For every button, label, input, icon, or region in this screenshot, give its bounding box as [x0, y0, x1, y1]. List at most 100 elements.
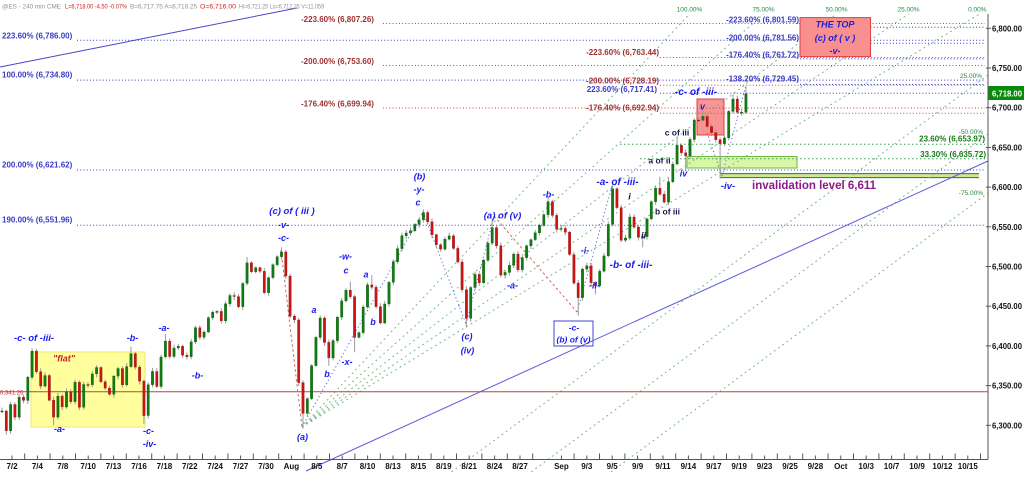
- svg-text:O=6,716.00: O=6,716.00: [200, 4, 236, 11]
- svg-text:10/3: 10/3: [858, 462, 874, 471]
- svg-text:9/11: 9/11: [655, 462, 671, 471]
- svg-text:-223.60% (6,801.59): -223.60% (6,801.59): [726, 16, 799, 25]
- svg-text:@ES - 240 min CME: @ES - 240 min CME: [2, 4, 61, 11]
- svg-text:9/23: 9/23: [757, 462, 773, 471]
- svg-text:7/16: 7/16: [131, 462, 147, 471]
- svg-text:b: b: [370, 317, 376, 327]
- svg-text:-176.40% (6,761.72): -176.40% (6,761.72): [726, 51, 799, 60]
- svg-text:75.00%: 75.00%: [752, 7, 774, 14]
- svg-text:6,718.00: 6,718.00: [992, 89, 1022, 99]
- svg-text:-200.00% (6,753.60): -200.00% (6,753.60): [301, 57, 374, 66]
- svg-text:7/2: 7/2: [6, 462, 18, 471]
- svg-text:-ii-: -ii-: [589, 281, 600, 291]
- svg-text:-138.20% (6,729.45): -138.20% (6,729.45): [726, 75, 799, 84]
- svg-text:-c-: -c-: [569, 323, 580, 333]
- svg-text:9/14: 9/14: [681, 462, 697, 471]
- svg-text:Oct: Oct: [834, 462, 848, 471]
- svg-text:6,600.00: 6,600.00: [992, 182, 1022, 192]
- svg-text:9/5: 9/5: [607, 462, 619, 471]
- svg-text:(c) of ( iii ): (c) of ( iii ): [269, 206, 314, 217]
- svg-text:B=6,717.75 A=6,718.25: B=6,717.75 A=6,718.25: [130, 4, 197, 11]
- svg-text:-a- of -iii-: -a- of -iii-: [596, 177, 639, 188]
- svg-text:-i-: -i-: [581, 246, 590, 256]
- svg-text:-c- of -iii-: -c- of -iii-: [675, 87, 718, 98]
- svg-text:6,650.00: 6,650.00: [992, 142, 1022, 152]
- svg-text:6,800.00: 6,800.00: [992, 23, 1022, 33]
- svg-text:c of iii: c of iii: [665, 128, 690, 138]
- svg-text:-a-: -a-: [54, 424, 65, 434]
- svg-text:THE TOP: THE TOP: [816, 20, 856, 30]
- svg-text:9/28: 9/28: [808, 462, 824, 471]
- svg-text:7/8: 7/8: [57, 462, 69, 471]
- svg-text:6,750.00: 6,750.00: [992, 63, 1022, 73]
- svg-text:6,350.00: 6,350.00: [992, 381, 1022, 391]
- svg-text:100.00%: 100.00%: [677, 7, 703, 14]
- svg-text:7/24: 7/24: [207, 462, 223, 471]
- svg-text:"flat": "flat": [53, 354, 76, 364]
- svg-text:9/9: 9/9: [632, 462, 644, 471]
- svg-text:L=6,718.00 -4.50 -0.07%: L=6,718.00 -4.50 -0.07%: [65, 4, 127, 11]
- svg-text:-c- of -iii-: -c- of -iii-: [14, 333, 54, 344]
- svg-text:7/18: 7/18: [157, 462, 173, 471]
- svg-text:8/13: 8/13: [385, 462, 401, 471]
- svg-text:10/7: 10/7: [884, 462, 900, 471]
- svg-text:0.00%: 0.00%: [968, 7, 987, 14]
- svg-text:-c-: -c-: [143, 426, 154, 436]
- svg-text:7/27: 7/27: [233, 462, 249, 471]
- svg-text:25.00%: 25.00%: [897, 7, 919, 14]
- svg-text:6,341.26: 6,341.26: [0, 391, 24, 397]
- svg-text:7/4: 7/4: [32, 462, 44, 471]
- svg-text:b of iii: b of iii: [655, 207, 680, 217]
- svg-text:-176.40% (6,699.94): -176.40% (6,699.94): [301, 100, 374, 109]
- svg-text:iv: iv: [680, 169, 689, 179]
- svg-text:200.00% (6,621.62): 200.00% (6,621.62): [2, 161, 73, 170]
- svg-text:-v-: -v-: [830, 46, 841, 56]
- svg-text:9/25: 9/25: [782, 462, 798, 471]
- svg-text:-a-: -a-: [159, 323, 170, 333]
- svg-text:-c-: -c-: [278, 233, 289, 243]
- svg-text:(a): (a): [297, 432, 308, 442]
- svg-text:-w-: -w-: [339, 252, 352, 262]
- svg-text:6,550.00: 6,550.00: [992, 222, 1022, 232]
- svg-text:(c) of ( v ): (c) of ( v ): [815, 33, 856, 43]
- svg-text:(a) of (v): (a) of (v): [484, 211, 521, 222]
- svg-text:9/17: 9/17: [706, 462, 722, 471]
- svg-text:invalidation level 6,611: invalidation level 6,611: [752, 180, 877, 192]
- svg-text:223.60% (6,717.41): 223.60% (6,717.41): [587, 85, 658, 94]
- svg-text:Aug: Aug: [284, 462, 300, 471]
- svg-text:10/12: 10/12: [932, 462, 953, 471]
- svg-text:8/7: 8/7: [337, 462, 349, 471]
- svg-text:-223.60% (6,763.44): -223.60% (6,763.44): [586, 48, 659, 57]
- svg-text:9/3: 9/3: [581, 462, 593, 471]
- svg-text:a: a: [311, 305, 316, 315]
- svg-text:190.00% (6,551.96): 190.00% (6,551.96): [2, 216, 73, 225]
- svg-text:a: a: [363, 270, 368, 280]
- svg-text:ii: ii: [641, 231, 647, 241]
- svg-text:8/27: 8/27: [512, 462, 528, 471]
- svg-text:-b- of -iii-: -b- of -iii-: [610, 260, 653, 271]
- svg-text:9/19: 9/19: [731, 462, 747, 471]
- svg-text:-75.00%: -75.00%: [959, 190, 983, 197]
- svg-text:23.60% (6,653.97): 23.60% (6,653.97): [919, 135, 985, 144]
- svg-text:-y-: -y-: [414, 185, 425, 195]
- svg-text:6,400.00: 6,400.00: [992, 341, 1022, 351]
- svg-text:10/9: 10/9: [909, 462, 925, 471]
- svg-text:33.30% (6,635.72): 33.30% (6,635.72): [920, 150, 986, 159]
- svg-text:7/30: 7/30: [258, 462, 274, 471]
- svg-text:-x-: -x-: [342, 357, 353, 367]
- svg-text:-v-: -v-: [278, 220, 289, 230]
- svg-text:-iv-: -iv-: [721, 181, 735, 192]
- svg-text:50.00%: 50.00%: [825, 7, 847, 14]
- svg-text:(iv): (iv): [461, 346, 475, 356]
- svg-text:8/24: 8/24: [487, 462, 503, 471]
- svg-text:10/15: 10/15: [958, 462, 979, 471]
- svg-text:b: b: [324, 369, 330, 379]
- svg-text:6,500.00: 6,500.00: [992, 262, 1022, 272]
- svg-text:25.00%: 25.00%: [960, 73, 982, 80]
- svg-text:Hi=6,721.25 Lo=6,712.25 V=11: Hi=6,721.25 Lo=6,712.25 V=11,059: [239, 4, 324, 11]
- svg-text:(b): (b): [414, 172, 426, 182]
- svg-text:7/13: 7/13: [106, 462, 122, 471]
- svg-text:c: c: [343, 266, 348, 276]
- svg-text:223.60% (6,786.00): 223.60% (6,786.00): [2, 32, 73, 41]
- svg-text:100.00% (6,734.80): 100.00% (6,734.80): [2, 71, 73, 80]
